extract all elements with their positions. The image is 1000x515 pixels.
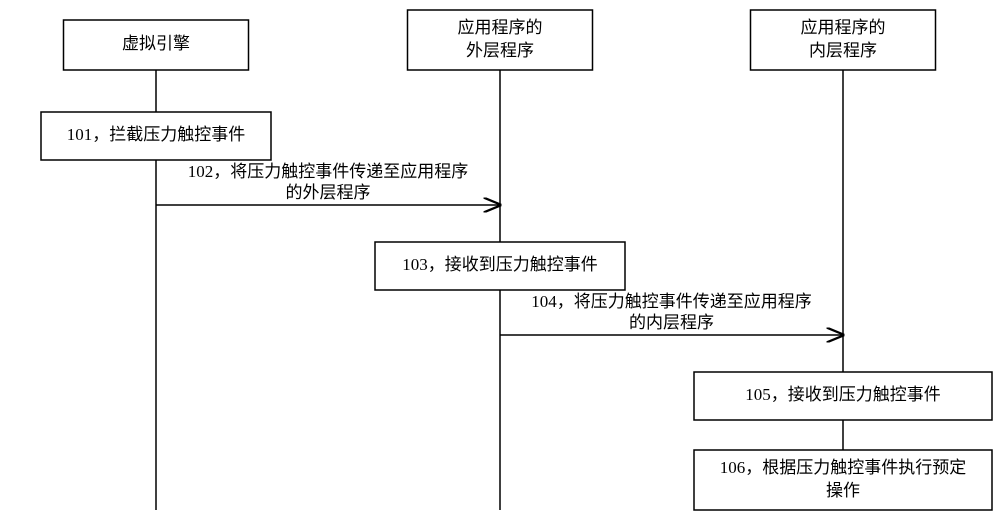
step-text-106-1: 106，根据压力触控事件执行预定 <box>720 458 967 477</box>
step-text-103: 103，接收到压力触控事件 <box>402 255 598 274</box>
step-text-106-2: 操作 <box>826 481 860 500</box>
message-label-102-2: 的外层程序 <box>286 183 371 202</box>
lane-header-label-outer-2: 外层程序 <box>466 41 534 60</box>
lane-header-label-engine: 虚拟引擎 <box>122 34 190 53</box>
step-text-105: 105，接收到压力触控事件 <box>745 385 941 404</box>
lane-header-label-inner-2: 内层程序 <box>809 41 877 60</box>
lane-header-label-outer-1: 应用程序的 <box>458 18 543 37</box>
message-label-104-2: 的内层程序 <box>629 313 714 332</box>
message-label-102-1: 102，将压力触控事件传递至应用程序 <box>188 162 469 181</box>
lane-header-label-inner-1: 应用程序的 <box>801 18 886 37</box>
sequence-diagram: 虚拟引擎 应用程序的外层程序 应用程序的内层程序 101，拦截压力触控事件 102，将压… <box>0 0 1000 515</box>
message-label-104-1: 104，将压力触控事件传递至应用程序 <box>531 292 812 311</box>
step-text-101: 101，拦截压力触控事件 <box>67 125 246 144</box>
